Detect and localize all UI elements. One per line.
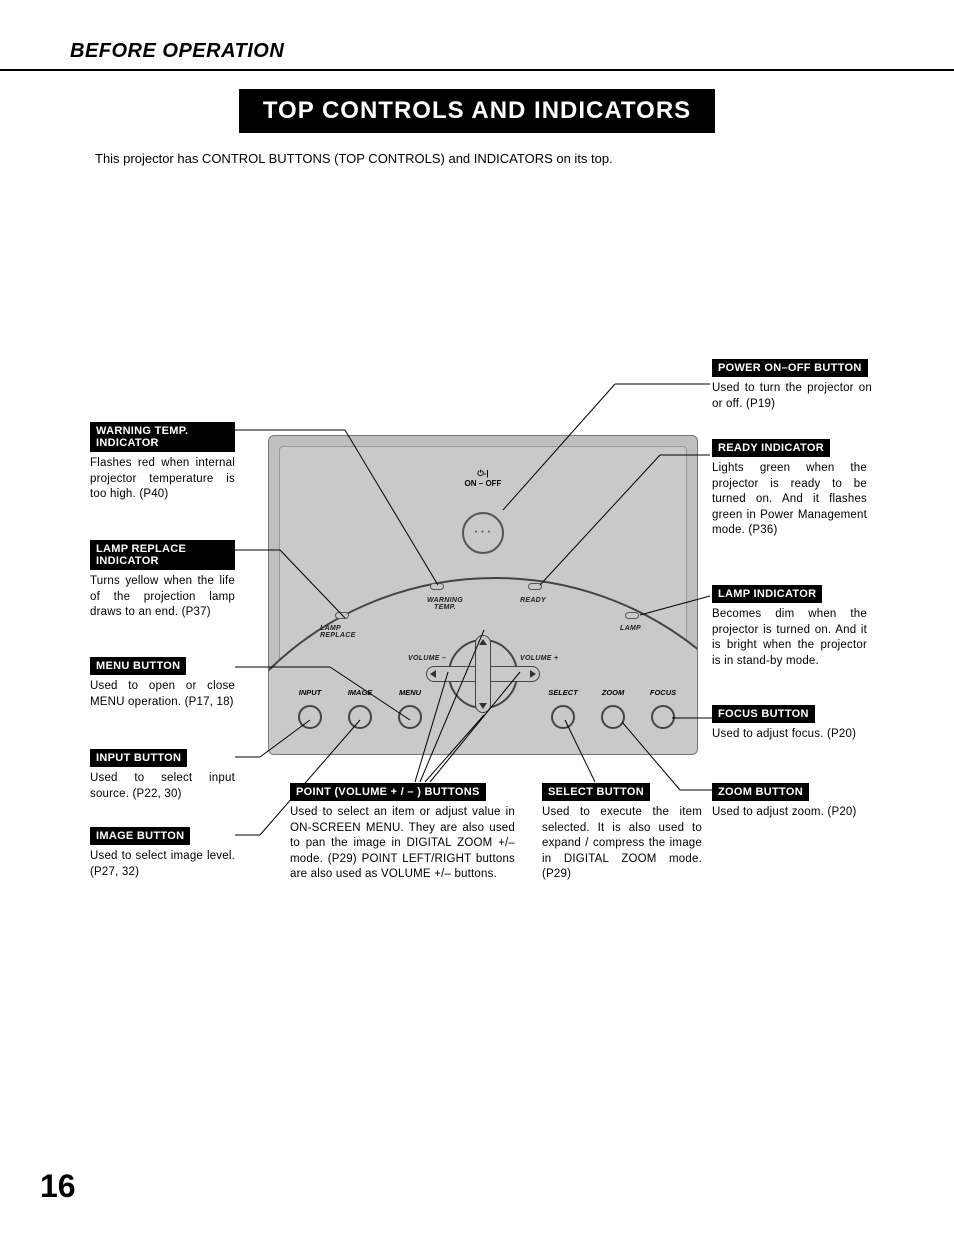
label-image: IMAGE BUTTON <box>90 827 190 845</box>
callout-power: POWER ON–OFF BUTTON Used to turn the pro… <box>712 358 872 412</box>
label-input: INPUT BUTTON <box>90 749 187 767</box>
label-zoom: ZOOM BUTTON <box>712 783 809 801</box>
label-lamp-replace: LAMP REPLACE INDICATOR <box>90 540 235 570</box>
callout-zoom: ZOOM BUTTON Used to adjust zoom. (P20) <box>712 782 867 821</box>
label-ready: READY INDICATOR <box>712 439 830 457</box>
callout-image: IMAGE BUTTON Used to select image level.… <box>90 826 235 880</box>
label-lamp: LAMP INDICATOR <box>712 585 822 603</box>
callout-input: INPUT BUTTON Used to select input source… <box>90 748 235 802</box>
label-warning-temp: WARNING TEMP. INDICATOR <box>90 422 235 452</box>
page-number: 16 <box>40 1168 76 1205</box>
label-power: POWER ON–OFF BUTTON <box>712 359 868 377</box>
label-menu: MENU BUTTON <box>90 657 186 675</box>
callout-menu: MENU BUTTON Used to open or close MENU o… <box>90 656 235 710</box>
label-focus: FOCUS BUTTON <box>712 705 815 723</box>
callout-point: POINT (VOLUME + / – ) BUTTONS Used to se… <box>290 782 515 883</box>
callout-select: SELECT BUTTON Used to execute the item s… <box>542 782 702 883</box>
label-point: POINT (VOLUME + / – ) BUTTONS <box>290 783 486 801</box>
callout-focus: FOCUS BUTTON Used to adjust focus. (P20) <box>712 704 867 743</box>
callout-lamp: LAMP INDICATOR Becomes dim when the proj… <box>712 584 867 669</box>
callout-ready: READY INDICATOR Lights green when the pr… <box>712 438 867 539</box>
label-select: SELECT BUTTON <box>542 783 650 801</box>
callout-lamp-replace: LAMP REPLACE INDICATOR Turns yellow when… <box>90 540 235 621</box>
callout-warning-temp: WARNING TEMP. INDICATOR Flashes red when… <box>90 422 235 503</box>
